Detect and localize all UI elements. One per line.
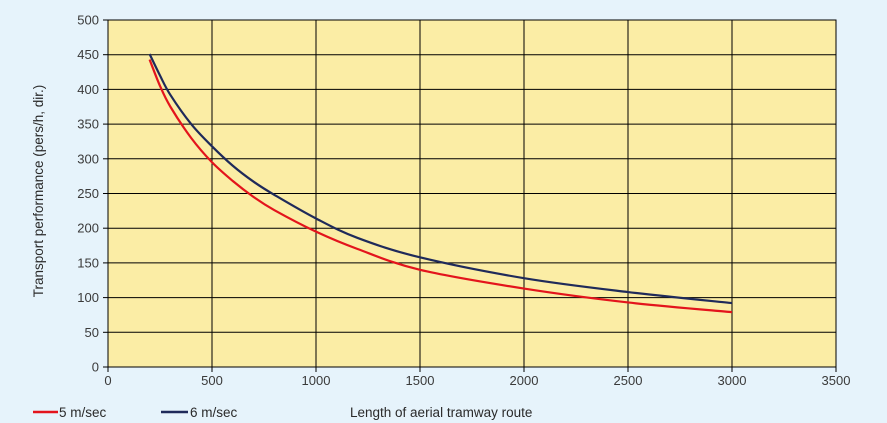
x-tick-label: 500 [201, 373, 223, 388]
y-tick-label: 300 [77, 151, 99, 166]
x-tick-label: 3500 [822, 373, 851, 388]
y-tick-label: 50 [85, 325, 99, 340]
series-line-6ms [148, 53, 733, 305]
legend-label-6ms: 6 m/sec [190, 405, 238, 420]
y-tick-label: 250 [77, 186, 99, 201]
y-tick-label: 200 [77, 221, 99, 236]
tick-labels: 0 50 100 150 200 250 300 350 400 450 500 0 500 1000 15… [77, 13, 850, 389]
x-tick-label: 2500 [614, 373, 643, 388]
y-tick-label: 350 [77, 117, 99, 132]
y-tick-label: 450 [77, 47, 99, 62]
legend-label-5ms: 5 m/sec [59, 405, 107, 420]
x-tick-label: 1000 [302, 373, 331, 388]
y-tick-label: 0 [92, 360, 99, 375]
x-tick-label: 0 [104, 373, 111, 388]
y-tick-label: 100 [77, 290, 99, 305]
x-tick-label: 2000 [510, 373, 539, 388]
y-tick-label: 400 [77, 82, 99, 97]
series-line-5ms [148, 59, 733, 314]
y-tick-label: 500 [77, 13, 99, 28]
y-tick-label: 150 [77, 255, 99, 270]
x-axis-label: Length of aerial tramway route [350, 405, 532, 420]
x-tick-label: 1500 [406, 373, 435, 388]
x-tick-label: 3000 [718, 373, 747, 388]
series-lines [148, 53, 733, 314]
y-axis-label: Transport performance (pers/h, dir.) [31, 85, 46, 298]
legend: 5 m/sec 6 m/sec [33, 405, 238, 420]
